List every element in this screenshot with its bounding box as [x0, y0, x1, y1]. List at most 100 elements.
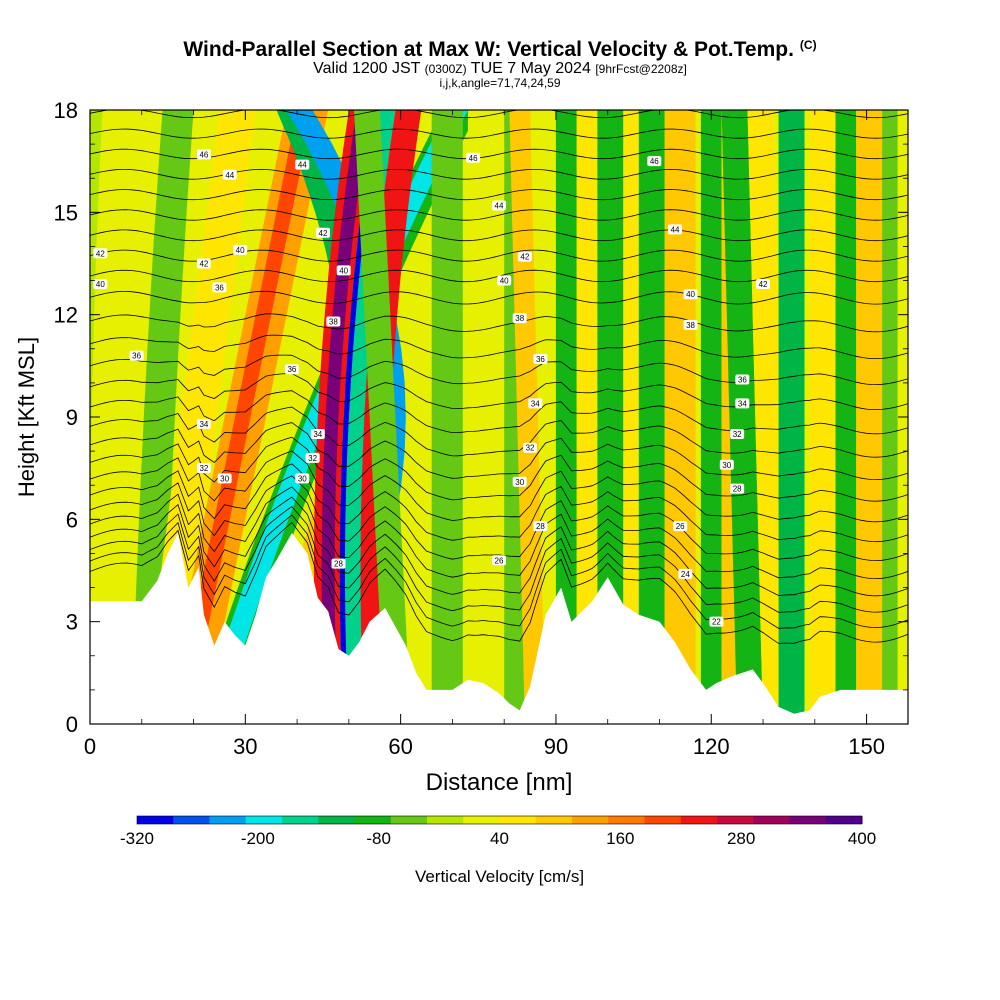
theta-label-text: 24	[681, 570, 690, 579]
theta-label-text: 36	[536, 355, 545, 364]
velocity-band	[597, 110, 624, 724]
theta-label-text: 32	[526, 444, 535, 453]
theta-label-bg	[196, 149, 211, 160]
theta-label: 42	[196, 258, 211, 269]
colorbar-swatch	[717, 816, 754, 824]
theta-contour-line	[90, 290, 908, 305]
colorbar-swatch	[463, 816, 500, 824]
theta-label-bg	[730, 429, 745, 440]
colorbar-tick-label: -80	[366, 829, 391, 848]
velocity-band	[198, 110, 468, 724]
theta-label-bg	[233, 244, 248, 255]
theta-label-bg	[310, 429, 325, 440]
theta-label: 40	[497, 275, 512, 286]
colorbar-swatch	[282, 816, 319, 824]
terrain	[90, 533, 908, 724]
y-tick-label: 12	[54, 303, 78, 328]
theta-contour-line	[90, 436, 908, 502]
chart-title-text: Wind-Parallel Section at Max W: Vertical…	[183, 38, 794, 61]
theta-label-text: 38	[329, 317, 338, 326]
velocity-band	[360, 110, 422, 724]
theta-contour-line	[90, 249, 908, 262]
velocity-band	[721, 110, 763, 724]
theta-contour-line	[90, 390, 908, 435]
theta-label-text: 34	[531, 399, 540, 408]
colorbar-swatch	[825, 816, 863, 824]
theta-label: 44	[492, 200, 506, 211]
theta-label-bg	[326, 316, 341, 327]
theta-label: 26	[492, 555, 506, 566]
colorbar-swatch	[535, 816, 573, 824]
theta-label: 34	[735, 398, 750, 409]
theta-label: 36	[129, 350, 144, 361]
colorbar-tick-label: -320	[120, 829, 154, 848]
theta-contour-line	[90, 209, 908, 221]
theta-label-bg	[647, 156, 662, 167]
y-tick-label: 9	[66, 405, 78, 430]
theta-contour-line	[90, 496, 908, 597]
theta-label-text: 32	[308, 454, 317, 463]
colorbar-swatch	[608, 816, 645, 824]
theta-label-text: 36	[132, 352, 141, 361]
theta-label: 24	[678, 568, 693, 579]
velocity-band	[638, 110, 665, 724]
theta-label: 28	[533, 521, 548, 532]
theta-contour-line	[90, 486, 908, 580]
theta-label-text: 32	[199, 464, 208, 473]
theta-label: 32	[523, 442, 538, 453]
theta-label-text: 42	[319, 229, 328, 238]
theta-label-text: 36	[738, 375, 747, 384]
theta-contour-line	[90, 128, 908, 139]
colorbar-swatch	[318, 816, 355, 824]
colorbar-tick-label: 160	[606, 829, 634, 848]
theta-contour-line	[90, 110, 908, 119]
theta-label-bg	[533, 521, 548, 532]
theta-label: 36	[735, 374, 750, 385]
theta-contour-line	[90, 354, 908, 386]
theta-label-bg	[719, 459, 734, 470]
theta-label: 22	[709, 616, 724, 627]
theta-contour-line	[90, 313, 908, 333]
theta-label-bg	[284, 364, 299, 375]
y-tick-label: 3	[66, 610, 78, 635]
theta-label-bg	[673, 521, 688, 532]
theta-label-text: 38	[686, 321, 695, 330]
theta-label-bg	[331, 558, 346, 569]
colorbar-swatch	[753, 816, 790, 824]
theta-label-text: 36	[287, 365, 296, 374]
theta-label: 28	[730, 483, 745, 494]
colorbar-swatch	[789, 816, 827, 824]
colorbar-swatch	[173, 816, 210, 824]
theta-contour-line	[90, 89, 908, 98]
velocity-band	[321, 110, 370, 724]
theta-label-bg	[217, 473, 232, 484]
theta-label: 32	[196, 463, 211, 474]
theta-label-bg	[683, 289, 698, 300]
theta-label-bg	[730, 483, 745, 494]
theta-label-bg	[466, 152, 481, 163]
theta-label-bg	[196, 463, 211, 474]
theta-label-bg	[735, 398, 750, 409]
velocity-band	[835, 110, 857, 724]
theta-label: 38	[512, 313, 527, 324]
theta-label-text: 30	[515, 478, 524, 487]
theta-label: 28	[331, 558, 346, 569]
x-tick-label: 90	[544, 734, 568, 759]
theta-label-bg	[678, 568, 693, 579]
theta-label-bg	[129, 350, 144, 361]
theta-contour-line	[90, 189, 908, 201]
colorbar-swatch	[427, 816, 464, 824]
theta-label-bg	[336, 265, 351, 276]
velocity-band	[664, 110, 696, 724]
x-tick-label: 30	[233, 734, 257, 759]
subtitle-utc: (0300Z)	[424, 62, 467, 76]
theta-label-text: 28	[733, 485, 742, 494]
theta-label: 34	[310, 429, 325, 440]
theta-label-text: 22	[712, 618, 721, 627]
theta-label-bg	[512, 476, 527, 487]
subtitle-date: TUE 7 May 2024	[470, 60, 591, 77]
theta-label-text: 40	[236, 246, 245, 255]
theta-label-bg	[196, 258, 211, 269]
theta-contour-line	[90, 406, 908, 458]
colorbar-swatch	[354, 816, 392, 824]
